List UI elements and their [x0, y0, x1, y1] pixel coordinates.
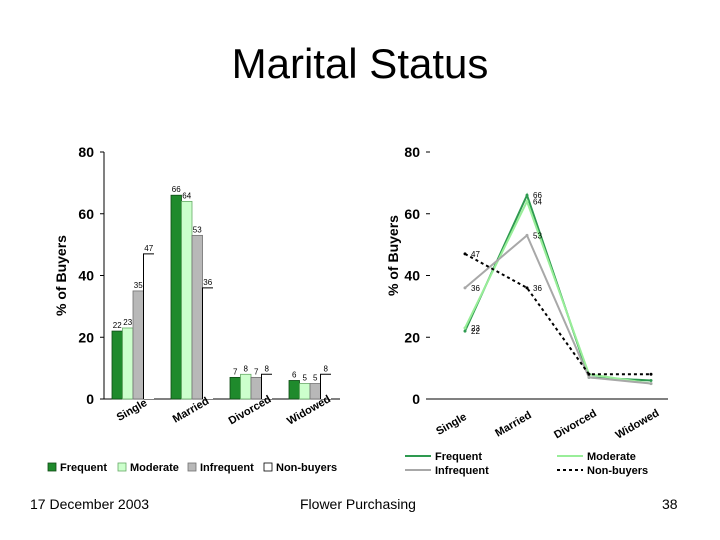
bar-y-axis-label: % of Buyers	[53, 235, 69, 316]
bar-non-buyers	[261, 374, 272, 399]
bar-moderate	[122, 327, 134, 400]
legend-swatch-infrequent	[187, 462, 197, 472]
bar-y-tick-label: 40	[78, 268, 94, 284]
legend-label: Frequent	[435, 451, 482, 463]
bar-data-label: 8	[324, 364, 329, 373]
bar-moderate	[240, 373, 252, 400]
line-series-moderate	[464, 198, 652, 385]
bar-frequent	[111, 330, 123, 400]
line-data-point	[649, 372, 653, 376]
bar-outline	[261, 373, 272, 399]
page-number: 38	[662, 496, 678, 512]
bar-data-label: 7	[254, 367, 259, 376]
line-data-label: 22	[471, 327, 480, 336]
legend-swatch-frequent	[47, 462, 57, 472]
bar-data-label: 6	[292, 370, 297, 379]
bar-moderate	[181, 200, 193, 400]
line-category-label: Widowed	[614, 407, 662, 441]
bar-data-label: 36	[203, 278, 212, 287]
bar-data-label: 5	[313, 374, 318, 383]
line-data-label: 23	[471, 324, 480, 333]
line-data-point	[587, 375, 591, 379]
line-data-point	[525, 233, 529, 237]
line-data-point	[649, 378, 653, 382]
bar-frequent	[170, 194, 182, 400]
bar-outline	[202, 287, 213, 399]
bar-non-buyers	[202, 287, 213, 399]
line-y-axis-label: % of Buyers	[385, 215, 401, 296]
bar-y-tick-label: 20	[78, 329, 94, 345]
line-data-point	[463, 286, 467, 290]
bar-category-label: Single	[115, 397, 150, 424]
line-data-label: 36	[471, 284, 480, 293]
line-y-tick-label: 20	[404, 329, 420, 345]
line-data-label: 47	[471, 250, 480, 259]
line-category-label: Married	[493, 409, 533, 439]
legend-label: Frequent	[60, 462, 107, 474]
line-y-tick-label: 60	[404, 206, 420, 222]
bar-data-label: 7	[233, 367, 238, 376]
line-data-point	[463, 329, 467, 333]
bar-frequent	[229, 376, 241, 400]
footer-topic: Flower Purchasing	[300, 496, 416, 512]
slide-title: Marital Status	[231, 40, 489, 87]
bar-data-label: 53	[193, 225, 202, 234]
line-y-tick-label: 0	[412, 391, 420, 407]
line-data-point	[463, 252, 467, 256]
legend-label: Moderate	[587, 451, 636, 463]
bar-data-label: 5	[303, 374, 308, 383]
line-data-label: 64	[533, 197, 542, 206]
legend-swatch-non-buyers	[263, 462, 273, 472]
bar-moderate	[299, 383, 311, 400]
line-data-point	[649, 382, 653, 386]
bar-data-label: 64	[182, 191, 191, 200]
bar-data-label: 47	[144, 244, 153, 253]
legend-label: Moderate	[130, 462, 179, 474]
bar-y-tick-label: 80	[78, 144, 94, 160]
line-data-point	[525, 199, 529, 203]
line-data-point	[525, 286, 529, 290]
line-category-label: Single	[434, 411, 469, 438]
line-data-point	[525, 193, 529, 197]
bar-infrequent	[191, 234, 203, 400]
bar-infrequent	[132, 290, 144, 400]
bar-data-label: 22	[113, 321, 122, 330]
bar-outline	[320, 373, 331, 399]
line-data-label: 66	[533, 191, 542, 200]
bar-data-label: 8	[244, 364, 249, 373]
line-data-point	[463, 326, 467, 330]
bar-category-label: Married	[171, 395, 211, 425]
footer-date: 17 December 2003	[30, 496, 150, 512]
line-data-label: 53	[533, 231, 542, 240]
legend-label: Infrequent	[435, 465, 489, 477]
line-data-point	[587, 372, 591, 376]
bar-non-buyers	[143, 253, 154, 399]
legend-swatch-moderate	[117, 462, 127, 472]
legend-label: Non-buyers	[587, 465, 648, 477]
bar-chart-legend: Frequent Moderate Infrequent Non-buyers	[47, 462, 337, 474]
bar-outline	[143, 253, 154, 399]
line-y-tick-label: 80	[404, 144, 420, 160]
line-series-infrequent	[464, 233, 652, 385]
bar-data-label: 66	[172, 185, 181, 194]
legend-label: Infrequent	[200, 462, 254, 474]
bar-data-label: 23	[123, 318, 132, 327]
line-chart-legend: Frequent Moderate Infrequent Non-buyers	[405, 451, 648, 477]
bar-frequent	[288, 380, 300, 400]
line-category-label: Divorced	[552, 407, 599, 441]
bar-y-tick-label: 0	[86, 391, 94, 407]
legend-label: Non-buyers	[276, 462, 337, 474]
bar-y-tick-label: 60	[78, 206, 94, 222]
bar-infrequent	[250, 376, 262, 400]
bar-non-buyers	[320, 374, 331, 399]
bar-data-label: 8	[265, 364, 270, 373]
bar-data-label: 35	[134, 281, 143, 290]
line-data-label: 36	[533, 284, 542, 293]
line-y-tick-label: 40	[404, 268, 420, 284]
